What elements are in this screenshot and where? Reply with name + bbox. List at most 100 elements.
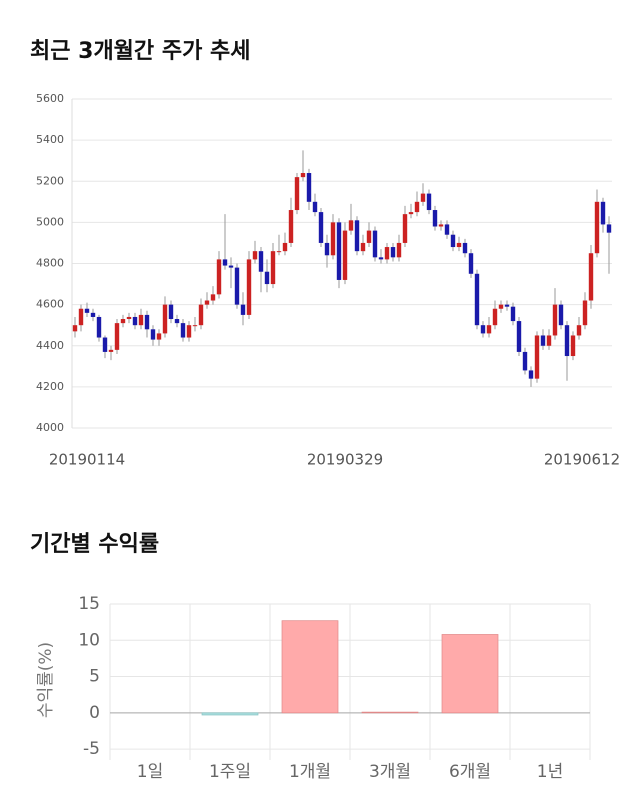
x-tick-label: 1일: [137, 762, 163, 782]
candle-body: [168, 304, 174, 320]
candle-body: [192, 325, 198, 327]
candle-body: [186, 325, 192, 338]
candle-body: [360, 242, 366, 252]
candle-body: [528, 370, 534, 379]
candle-body: [492, 308, 498, 326]
candle-body: [330, 222, 336, 256]
candle-body: [336, 222, 342, 280]
candle-body: [180, 323, 186, 338]
candle-body: [444, 224, 450, 235]
candle-body: [576, 325, 582, 336]
candle-body: [366, 230, 372, 243]
candle-body: [204, 300, 210, 305]
candle-body: [510, 306, 516, 322]
candle-body: [546, 335, 552, 346]
x-tick-label: 1주일: [209, 762, 251, 782]
candle-body: [102, 337, 108, 352]
y-tick-label: 4600: [36, 298, 64, 311]
candle-body: [564, 325, 570, 357]
y-tick-label: 5000: [36, 215, 64, 228]
x-tick-label: 20190329: [307, 451, 383, 469]
bar: [361, 711, 419, 714]
y-tick-label: 4200: [36, 380, 64, 393]
candle-body: [342, 230, 348, 280]
candle-body: [264, 271, 270, 285]
candle-body: [72, 325, 78, 332]
y-axis-label: 수익률(%): [36, 642, 56, 718]
y-tick-label: 4400: [36, 339, 64, 352]
y-tick-label: 5200: [36, 174, 64, 187]
candle-body: [258, 251, 264, 272]
candle-body: [408, 212, 414, 215]
candle-body: [228, 265, 234, 268]
candle-body: [210, 294, 216, 301]
y-tick-label: 4000: [36, 421, 64, 434]
candle-body: [594, 201, 600, 254]
candle-body: [474, 273, 480, 326]
candle-body: [390, 247, 396, 258]
candle-body: [540, 335, 546, 346]
y-tick-label: 5600: [36, 92, 64, 105]
candle-body: [114, 323, 120, 350]
candle-body: [402, 214, 408, 243]
candle-body: [306, 173, 312, 202]
candle-body: [468, 253, 474, 274]
x-tick-label: 1년: [537, 762, 563, 782]
candle-body: [78, 308, 84, 326]
candle-body: [222, 259, 228, 266]
candle-body: [126, 316, 132, 320]
candle-body: [288, 210, 294, 243]
candle-body: [198, 304, 204, 326]
x-tick-label: 20190114: [49, 451, 125, 469]
candle-body: [504, 304, 510, 307]
y-tick-label: 4800: [36, 257, 64, 270]
candle-body: [348, 220, 354, 231]
candle-body: [294, 177, 300, 211]
candle-body: [234, 267, 240, 305]
candle-body: [324, 242, 330, 256]
y-tick-label: 0: [89, 703, 100, 723]
candle-body: [90, 312, 96, 317]
candle-body: [318, 212, 324, 243]
candle-body: [396, 242, 402, 258]
candle-body: [438, 224, 444, 227]
candle-body: [450, 234, 456, 248]
candle-body: [276, 251, 282, 253]
candle-body: [162, 304, 168, 334]
candle-body: [426, 193, 432, 211]
bar: [281, 620, 339, 714]
candle-body: [462, 242, 468, 254]
x-tick-label: 1개월: [289, 762, 331, 782]
bar: [441, 634, 499, 714]
candle-body: [132, 316, 138, 326]
candle-body: [384, 247, 390, 260]
candle-body: [252, 251, 258, 260]
candle-body: [558, 304, 564, 326]
candle-body: [522, 351, 528, 371]
candle-body: [174, 319, 180, 324]
candle-body: [372, 230, 378, 258]
candle-body: [108, 349, 114, 352]
candle-body: [312, 201, 318, 213]
chart-title: 최근 3개월간 주가 추세: [30, 39, 250, 64]
candle-body: [498, 304, 504, 309]
candle-body: [246, 259, 252, 315]
candle-body: [216, 259, 222, 295]
candle-body: [534, 335, 540, 379]
y-tick-label: 15: [78, 594, 100, 614]
x-tick-label: 6개월: [449, 762, 491, 782]
candle-body: [570, 335, 576, 357]
candle-body: [156, 333, 162, 340]
candle-body: [240, 304, 246, 315]
candle-body: [432, 210, 438, 227]
candle-body: [486, 325, 492, 334]
candle-body: [96, 316, 102, 338]
y-tick-label: 5400: [36, 133, 64, 146]
candle-body: [282, 242, 288, 252]
bar: [201, 712, 259, 716]
candle-body: [552, 304, 558, 336]
y-tick-label: -5: [83, 739, 100, 759]
candle-body: [300, 173, 306, 178]
candle-body: [354, 220, 360, 252]
candle-body: [138, 314, 144, 326]
